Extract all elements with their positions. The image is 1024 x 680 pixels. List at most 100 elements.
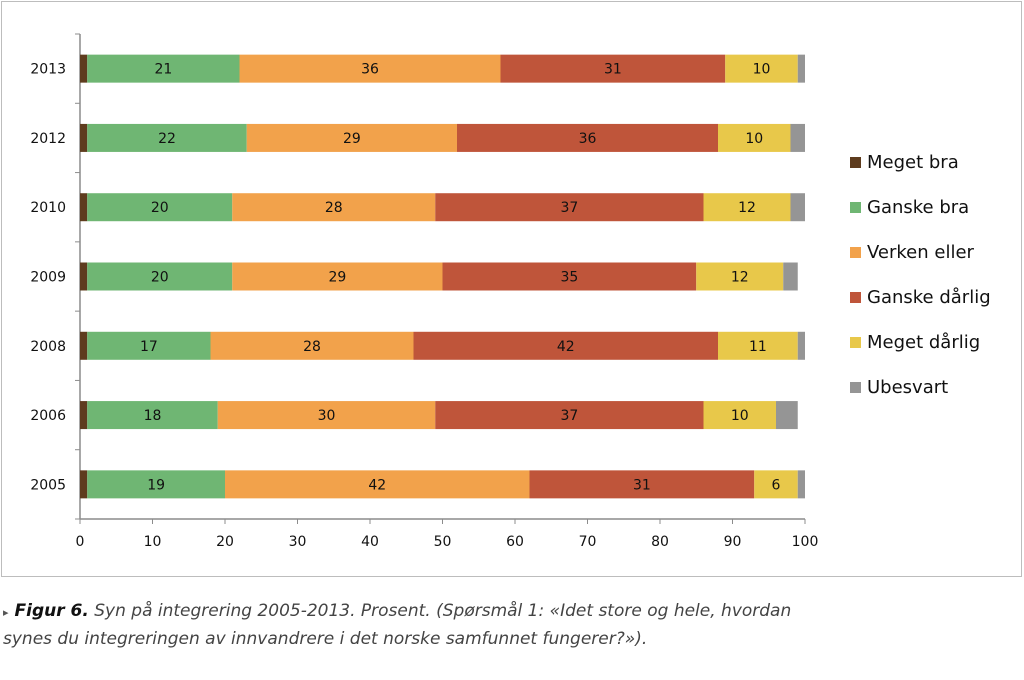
bar-segment xyxy=(232,262,443,291)
y-tick-label: 2005 xyxy=(30,477,66,493)
x-tick-label: 10 xyxy=(144,534,162,550)
data-label: 12 xyxy=(738,200,756,216)
bar-segment xyxy=(435,193,704,222)
bar-segment xyxy=(80,193,88,222)
legend-label: Meget bra xyxy=(867,152,959,173)
data-label: 12 xyxy=(731,270,749,286)
data-label: 6 xyxy=(772,477,781,493)
x-tick-label: 30 xyxy=(289,534,307,550)
data-label: 28 xyxy=(303,339,321,355)
legend-swatch xyxy=(850,202,861,213)
legend-swatch xyxy=(850,247,861,258)
bar-segment xyxy=(790,193,805,222)
data-label: 10 xyxy=(745,131,763,147)
y-tick-label: 2008 xyxy=(30,339,66,355)
data-label: 22 xyxy=(158,131,176,147)
bar-segment xyxy=(87,331,211,360)
figure-caption: ▸ Figur 6. Syn på integrering 2005-2013. … xyxy=(3,598,1024,653)
bar-segment xyxy=(87,470,225,499)
bar-segment xyxy=(80,331,88,360)
caption-line-2: synes du integreringen av innvandrere i … xyxy=(3,629,648,649)
legend-swatch xyxy=(850,382,861,393)
data-label: 19 xyxy=(147,477,165,493)
legend-label: Meget dårlig xyxy=(867,332,980,353)
data-label: 20 xyxy=(151,270,169,286)
legend-label: Ganske dårlig xyxy=(867,287,991,308)
data-label: 11 xyxy=(749,339,767,355)
bar-segment xyxy=(80,262,88,291)
data-label: 21 xyxy=(154,62,172,78)
bar-segment xyxy=(500,54,726,83)
data-label: 37 xyxy=(560,200,578,216)
data-label: 36 xyxy=(579,131,597,147)
bar-segment xyxy=(87,54,240,83)
bar-segment xyxy=(718,331,798,360)
data-label: 35 xyxy=(560,270,578,286)
bar-segment xyxy=(457,123,718,152)
bar-segment xyxy=(703,193,791,222)
legend-swatch xyxy=(850,292,861,303)
x-tick-label: 50 xyxy=(434,534,452,550)
legend-swatch xyxy=(850,337,861,348)
bar-segment xyxy=(87,193,233,222)
caption-text-1: Syn på integrering 2005-2013. Prosent. (… xyxy=(88,601,792,621)
bar-segment xyxy=(232,193,436,222)
bar-segment xyxy=(80,470,88,499)
legend-label: Ganske bra xyxy=(867,197,969,218)
bar-segment xyxy=(703,401,776,430)
bar-segment xyxy=(718,123,791,152)
bar-segment xyxy=(754,470,798,499)
x-tick-label: 70 xyxy=(579,534,597,550)
bar-segment xyxy=(790,123,805,152)
y-tick-label: 2010 xyxy=(30,200,66,216)
bar-segment xyxy=(80,54,88,83)
bar-segment xyxy=(210,331,414,360)
x-tick-label: 60 xyxy=(506,534,524,550)
x-tick-label: 20 xyxy=(216,534,234,550)
bar-segment xyxy=(225,470,530,499)
bar-segment xyxy=(783,262,798,291)
data-label: 30 xyxy=(318,408,336,424)
bar-segment xyxy=(246,123,457,152)
legend-label: Verken eller xyxy=(867,242,975,263)
data-label: 31 xyxy=(633,477,651,493)
y-tick-label: 2012 xyxy=(30,131,66,147)
legend-swatch xyxy=(850,157,861,168)
bar-segment xyxy=(797,54,805,83)
x-tick-label: 90 xyxy=(724,534,742,550)
x-tick-label: 0 xyxy=(76,534,85,550)
x-tick-label: 100 xyxy=(792,534,819,550)
x-tick-label: 80 xyxy=(651,534,669,550)
bar-segment xyxy=(87,262,233,291)
legend-label: Ubesvart xyxy=(867,377,948,398)
y-tick-label: 2006 xyxy=(30,408,66,424)
bar-segment xyxy=(87,123,247,152)
x-tick-label: 40 xyxy=(361,534,379,550)
data-label: 17 xyxy=(140,339,158,355)
bar-segment xyxy=(529,470,755,499)
data-label: 10 xyxy=(731,408,749,424)
bar-segment xyxy=(80,123,88,152)
bar-segment xyxy=(725,54,798,83)
bar-segment xyxy=(80,401,88,430)
data-label: 42 xyxy=(368,477,386,493)
data-label: 18 xyxy=(144,408,162,424)
caption-line-1: ▸ Figur 6. Syn på integrering 2005-2013. … xyxy=(3,598,1024,626)
data-label: 20 xyxy=(151,200,169,216)
data-label: 28 xyxy=(325,200,343,216)
y-tick-label: 2009 xyxy=(30,270,66,286)
bar-segment xyxy=(442,262,697,291)
data-label: 42 xyxy=(557,339,575,355)
bar-segment xyxy=(413,331,718,360)
data-label: 10 xyxy=(753,62,771,78)
bar-segment xyxy=(797,470,805,499)
triangle-bullet-icon: ▸ xyxy=(3,606,9,619)
data-label: 36 xyxy=(361,62,379,78)
bar-segment xyxy=(435,401,704,430)
bar-segment xyxy=(696,262,784,291)
bar-segment xyxy=(217,401,436,430)
y-tick-label: 2013 xyxy=(30,62,66,78)
bar-segment xyxy=(239,54,501,83)
bar-segment xyxy=(797,331,805,360)
